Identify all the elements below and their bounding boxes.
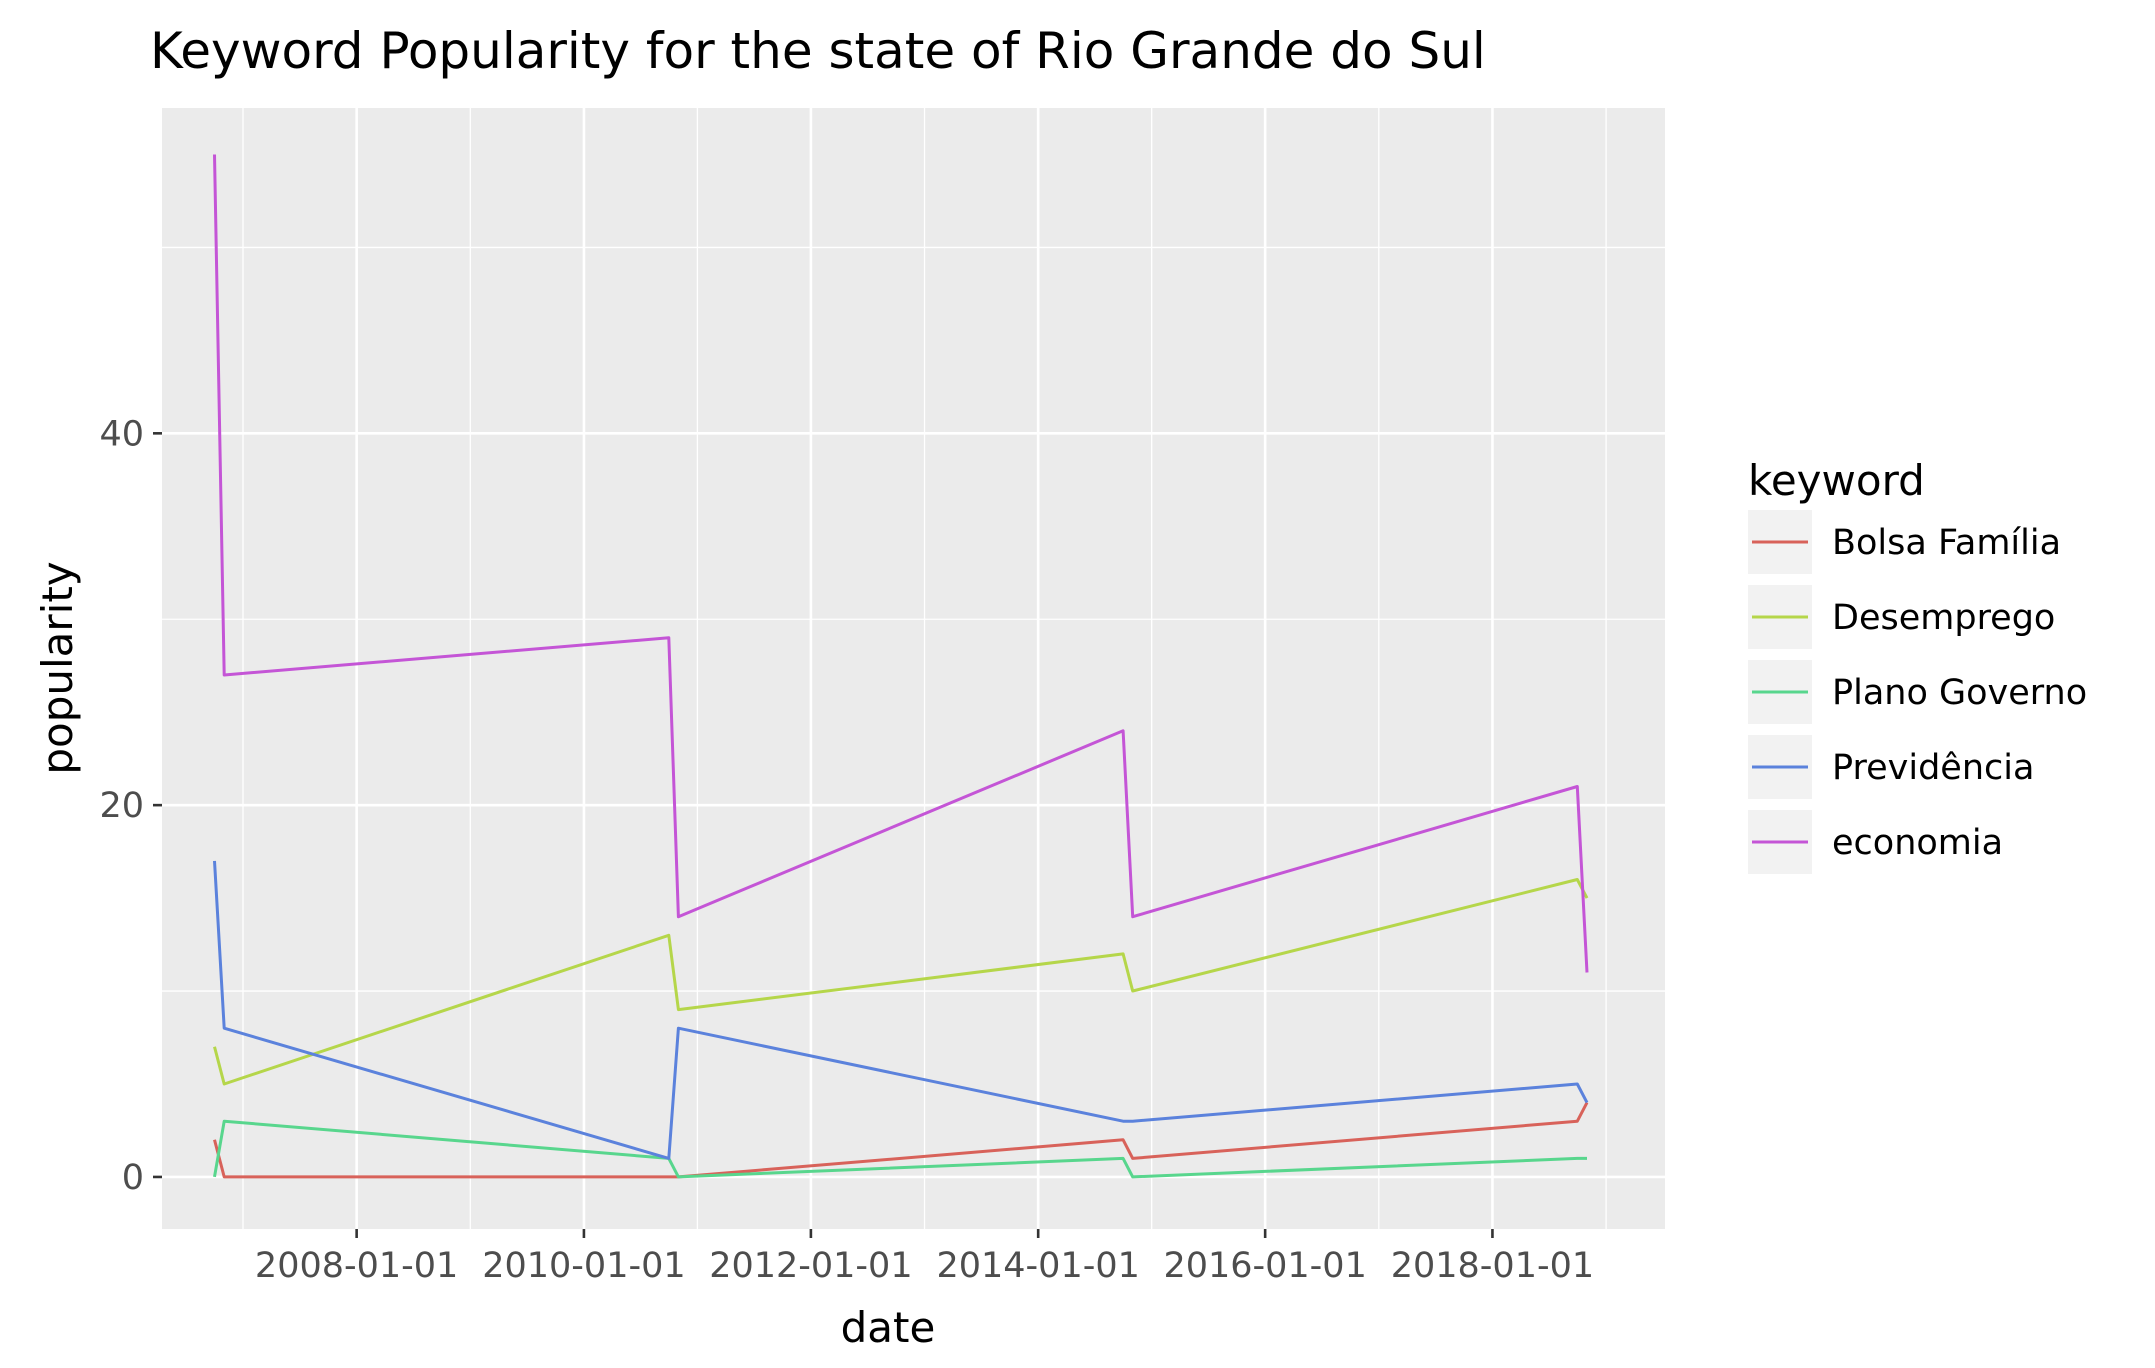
- y-tick-label: 20: [99, 786, 144, 826]
- x-axis-label: date: [841, 1303, 936, 1352]
- chart-title: Keyword Popularity for the state of Rio …: [150, 22, 1486, 80]
- legend-label-previdencia: Previdência: [1832, 748, 2034, 788]
- legend: keyword Bolsa Família Desemprego Plano Gov…: [1748, 456, 2087, 874]
- x-tick-label: 2014-01-01: [936, 1246, 1139, 1286]
- series-line-previdencia: [213, 860, 1589, 1160]
- plot-panel: [162, 108, 1665, 1229]
- series-line-bolsa-familia: [213, 1101, 1589, 1179]
- x-axis: 2008-01-01 2010-01-01 2012-01-01 2014-01-01…: [255, 1229, 1594, 1286]
- y-axis-label: popularity: [33, 561, 82, 774]
- y-axis: 0 20 40: [99, 414, 162, 1198]
- series-line-economia: [213, 154, 1589, 973]
- y-tick-label: 40: [99, 414, 144, 454]
- x-tick-label: 2018-01-01: [1391, 1246, 1594, 1286]
- legend-label-bolsa-familia: Bolsa Família: [1832, 523, 2061, 563]
- grid-minor: [162, 108, 1665, 1229]
- legend-label-plano-governo: Plano Governo: [1832, 673, 2087, 713]
- legend-label-desemprego: Desemprego: [1832, 598, 2055, 638]
- legend-title: keyword: [1748, 456, 1925, 505]
- x-tick-label: 2008-01-01: [255, 1246, 458, 1286]
- series-layer: [213, 154, 1589, 1179]
- y-tick-label: 0: [122, 1158, 144, 1198]
- x-tick-label: 2016-01-01: [1163, 1246, 1366, 1286]
- x-tick-label: 2010-01-01: [482, 1246, 685, 1286]
- series-line-desemprego: [213, 878, 1589, 1086]
- x-tick-label: 2012-01-01: [709, 1246, 912, 1286]
- legend-label-economia: economia: [1832, 823, 2003, 863]
- grid-major: [162, 108, 1665, 1229]
- series-line-plano-governo: [213, 1119, 1587, 1179]
